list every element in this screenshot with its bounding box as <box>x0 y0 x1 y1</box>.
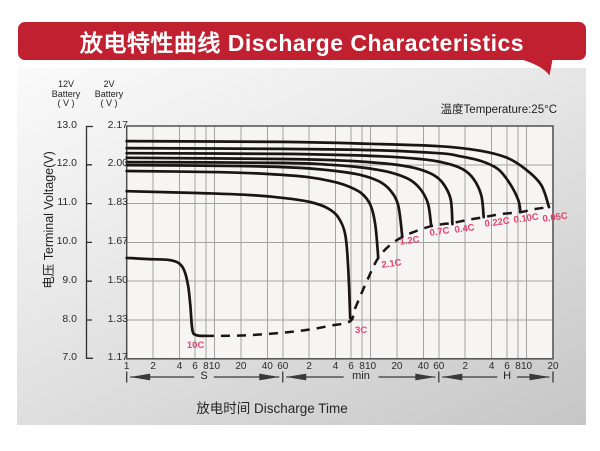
y-tick-label-12v: 7.0 <box>62 351 77 364</box>
x-tick-label: 2 <box>462 361 468 372</box>
y-tick-label-2v: 1.67 <box>107 234 128 247</box>
plot-border <box>125 125 554 360</box>
y-tick-label-2v: 1.83 <box>107 196 128 209</box>
title-banner: 放电特性曲线 Discharge Characteristics <box>18 22 586 60</box>
y-axis-header-12v: 12V Battery ( V ) <box>42 79 90 109</box>
y-axis-header-2v-line1: 2V <box>103 79 115 89</box>
arrowhead-left-icon <box>442 373 463 381</box>
x-tick-label: 2 <box>150 361 156 372</box>
x-tick-label: 4 <box>488 361 495 372</box>
banner-tail <box>512 57 553 76</box>
discharge-curve-3C <box>125 189 352 320</box>
discharge-curve-2.1C <box>125 169 380 260</box>
y-axis-header-12v-line1: 12V <box>57 79 74 89</box>
x-tick-label: 8 <box>359 361 365 372</box>
discharge-curve-10C <box>125 256 207 338</box>
x-tick-label: 6 <box>192 361 198 372</box>
y-tick-label-12v: 11.0 <box>57 196 77 209</box>
x-tick-label: 8 <box>203 361 209 372</box>
arrowhead-left-icon <box>286 373 307 381</box>
x-section-label-S: S <box>200 369 208 382</box>
curve-rate-label: 10C <box>186 339 205 351</box>
discharge-curve-0.4C <box>125 156 454 226</box>
discharge-curve-0.10C <box>125 146 522 214</box>
arrowhead-right-icon <box>415 373 436 381</box>
y-tick-label-2v: 1.17 <box>107 351 128 364</box>
x-tick-label: 6 <box>504 361 510 372</box>
curve-rate-label: 3C <box>355 324 368 336</box>
y-tick-label-2v: 1.33 <box>107 312 128 325</box>
x-section-label-min: min <box>352 369 370 382</box>
y-tick-label-2v: 1.50 <box>107 273 128 286</box>
x-tick-label: 40 <box>261 361 273 372</box>
arrowhead-right-icon <box>529 373 550 381</box>
x-tick-label: 10 <box>208 361 221 372</box>
x-tick-label: 20 <box>391 361 403 372</box>
discharge-curve-0.05C <box>125 139 551 209</box>
x-tick-label: 10 <box>364 361 377 372</box>
discharge-curve-1.2C <box>125 163 404 239</box>
y-tick-label-2v: 2.00 <box>107 157 128 170</box>
x-tick-label: 4 <box>332 361 339 372</box>
x-tick-label: 20 <box>235 361 247 372</box>
y-axis-header-2v: 2V Battery ( V ) <box>85 79 133 109</box>
y-tick-label-2v: 2.17 <box>107 118 128 131</box>
x-tick-label: 60 <box>433 361 445 372</box>
x-tick-label: 40 <box>417 361 429 372</box>
discharge-curve-0.7C <box>125 160 433 228</box>
y-axis-title: 电压 Terminal Voltage(V) <box>42 151 56 289</box>
y-axis-header-2v-line3: ( V ) <box>100 98 118 108</box>
temperature-note: 温度Temperature:25°C <box>440 104 557 116</box>
y-tick-label-12v: 13.0 <box>56 118 77 131</box>
discharge-curve-0.22C <box>125 151 486 219</box>
x-tick-label: 6 <box>348 361 354 372</box>
x-axis-title: 放电时间 Discharge Time <box>196 401 348 416</box>
y-axis-header-12v-line3: ( V ) <box>57 98 75 108</box>
y-axis-header-12v-line2: Battery <box>51 88 81 99</box>
page-title: 放电特性曲线 Discharge Characteristics <box>79 30 525 56</box>
x-tick-label: 8 <box>515 361 521 372</box>
x-tick-label: 2 <box>306 361 312 372</box>
y-tick-label-12v: 9.0 <box>62 273 77 286</box>
y-axis-bracket <box>85 125 93 359</box>
x-tick-label: 1 <box>123 361 130 372</box>
x-tick-label: 20 <box>547 361 559 372</box>
x-tick-label: 60 <box>277 361 289 372</box>
arrowhead-left-icon <box>130 373 151 381</box>
y-axis-header-2v-line2: Battery <box>94 88 124 99</box>
arrowhead-right-icon <box>259 373 280 381</box>
x-section-label-H: H <box>503 369 512 382</box>
x-tick-label: 4 <box>176 361 183 372</box>
x-tick-label: 10 <box>520 361 533 372</box>
y-tick-label-12v: 12.0 <box>56 157 77 170</box>
y-tick-label-12v: 8.0 <box>62 312 77 325</box>
y-tick-label-12v: 10.0 <box>56 234 77 247</box>
